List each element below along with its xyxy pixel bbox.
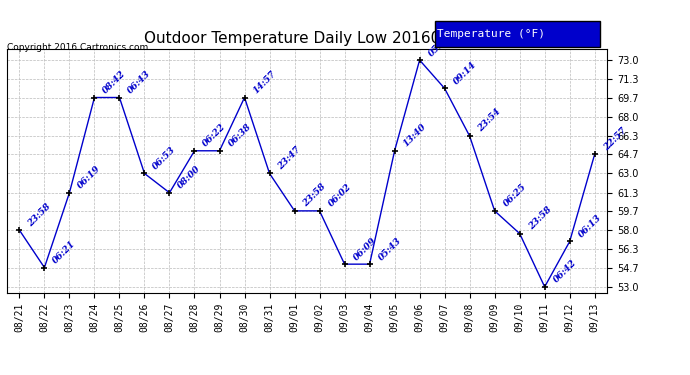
Text: 14:57: 14:57 (251, 69, 278, 95)
Text: 23:54: 23:54 (477, 108, 503, 134)
Text: 06:13: 06:13 (577, 213, 603, 239)
Text: 06:22: 06:22 (201, 122, 228, 148)
Text: 23:58: 23:58 (26, 201, 52, 228)
Text: 06:25: 06:25 (502, 182, 528, 209)
Text: 06:09: 06:09 (351, 236, 378, 262)
Text: 09:14: 09:14 (451, 60, 478, 86)
Text: 13:40: 13:40 (402, 122, 428, 148)
Text: 08:00: 08:00 (177, 164, 203, 190)
Text: 23:58: 23:58 (526, 205, 553, 231)
Text: 06:19: 06:19 (77, 164, 103, 190)
Text: 08:42: 08:42 (101, 69, 128, 95)
Text: 06:53: 06:53 (151, 145, 178, 171)
Text: 23:47: 23:47 (277, 145, 303, 171)
Title: Outdoor Temperature Daily Low 20160914: Outdoor Temperature Daily Low 20160914 (144, 31, 470, 46)
Text: 05:08: 05:08 (426, 32, 453, 58)
Text: 06:02: 06:02 (326, 182, 353, 209)
Text: 06:21: 06:21 (51, 239, 78, 266)
Text: Copyright 2016 Cartronics.com: Copyright 2016 Cartronics.com (7, 43, 148, 52)
Text: 23:58: 23:58 (302, 182, 328, 209)
Text: Temperature (°F): Temperature (°F) (437, 29, 546, 39)
Text: 06:38: 06:38 (226, 122, 253, 148)
Text: 05:43: 05:43 (377, 236, 403, 262)
Text: 22:57: 22:57 (602, 126, 628, 152)
Text: 06:42: 06:42 (551, 258, 578, 285)
Text: 06:43: 06:43 (126, 69, 152, 95)
